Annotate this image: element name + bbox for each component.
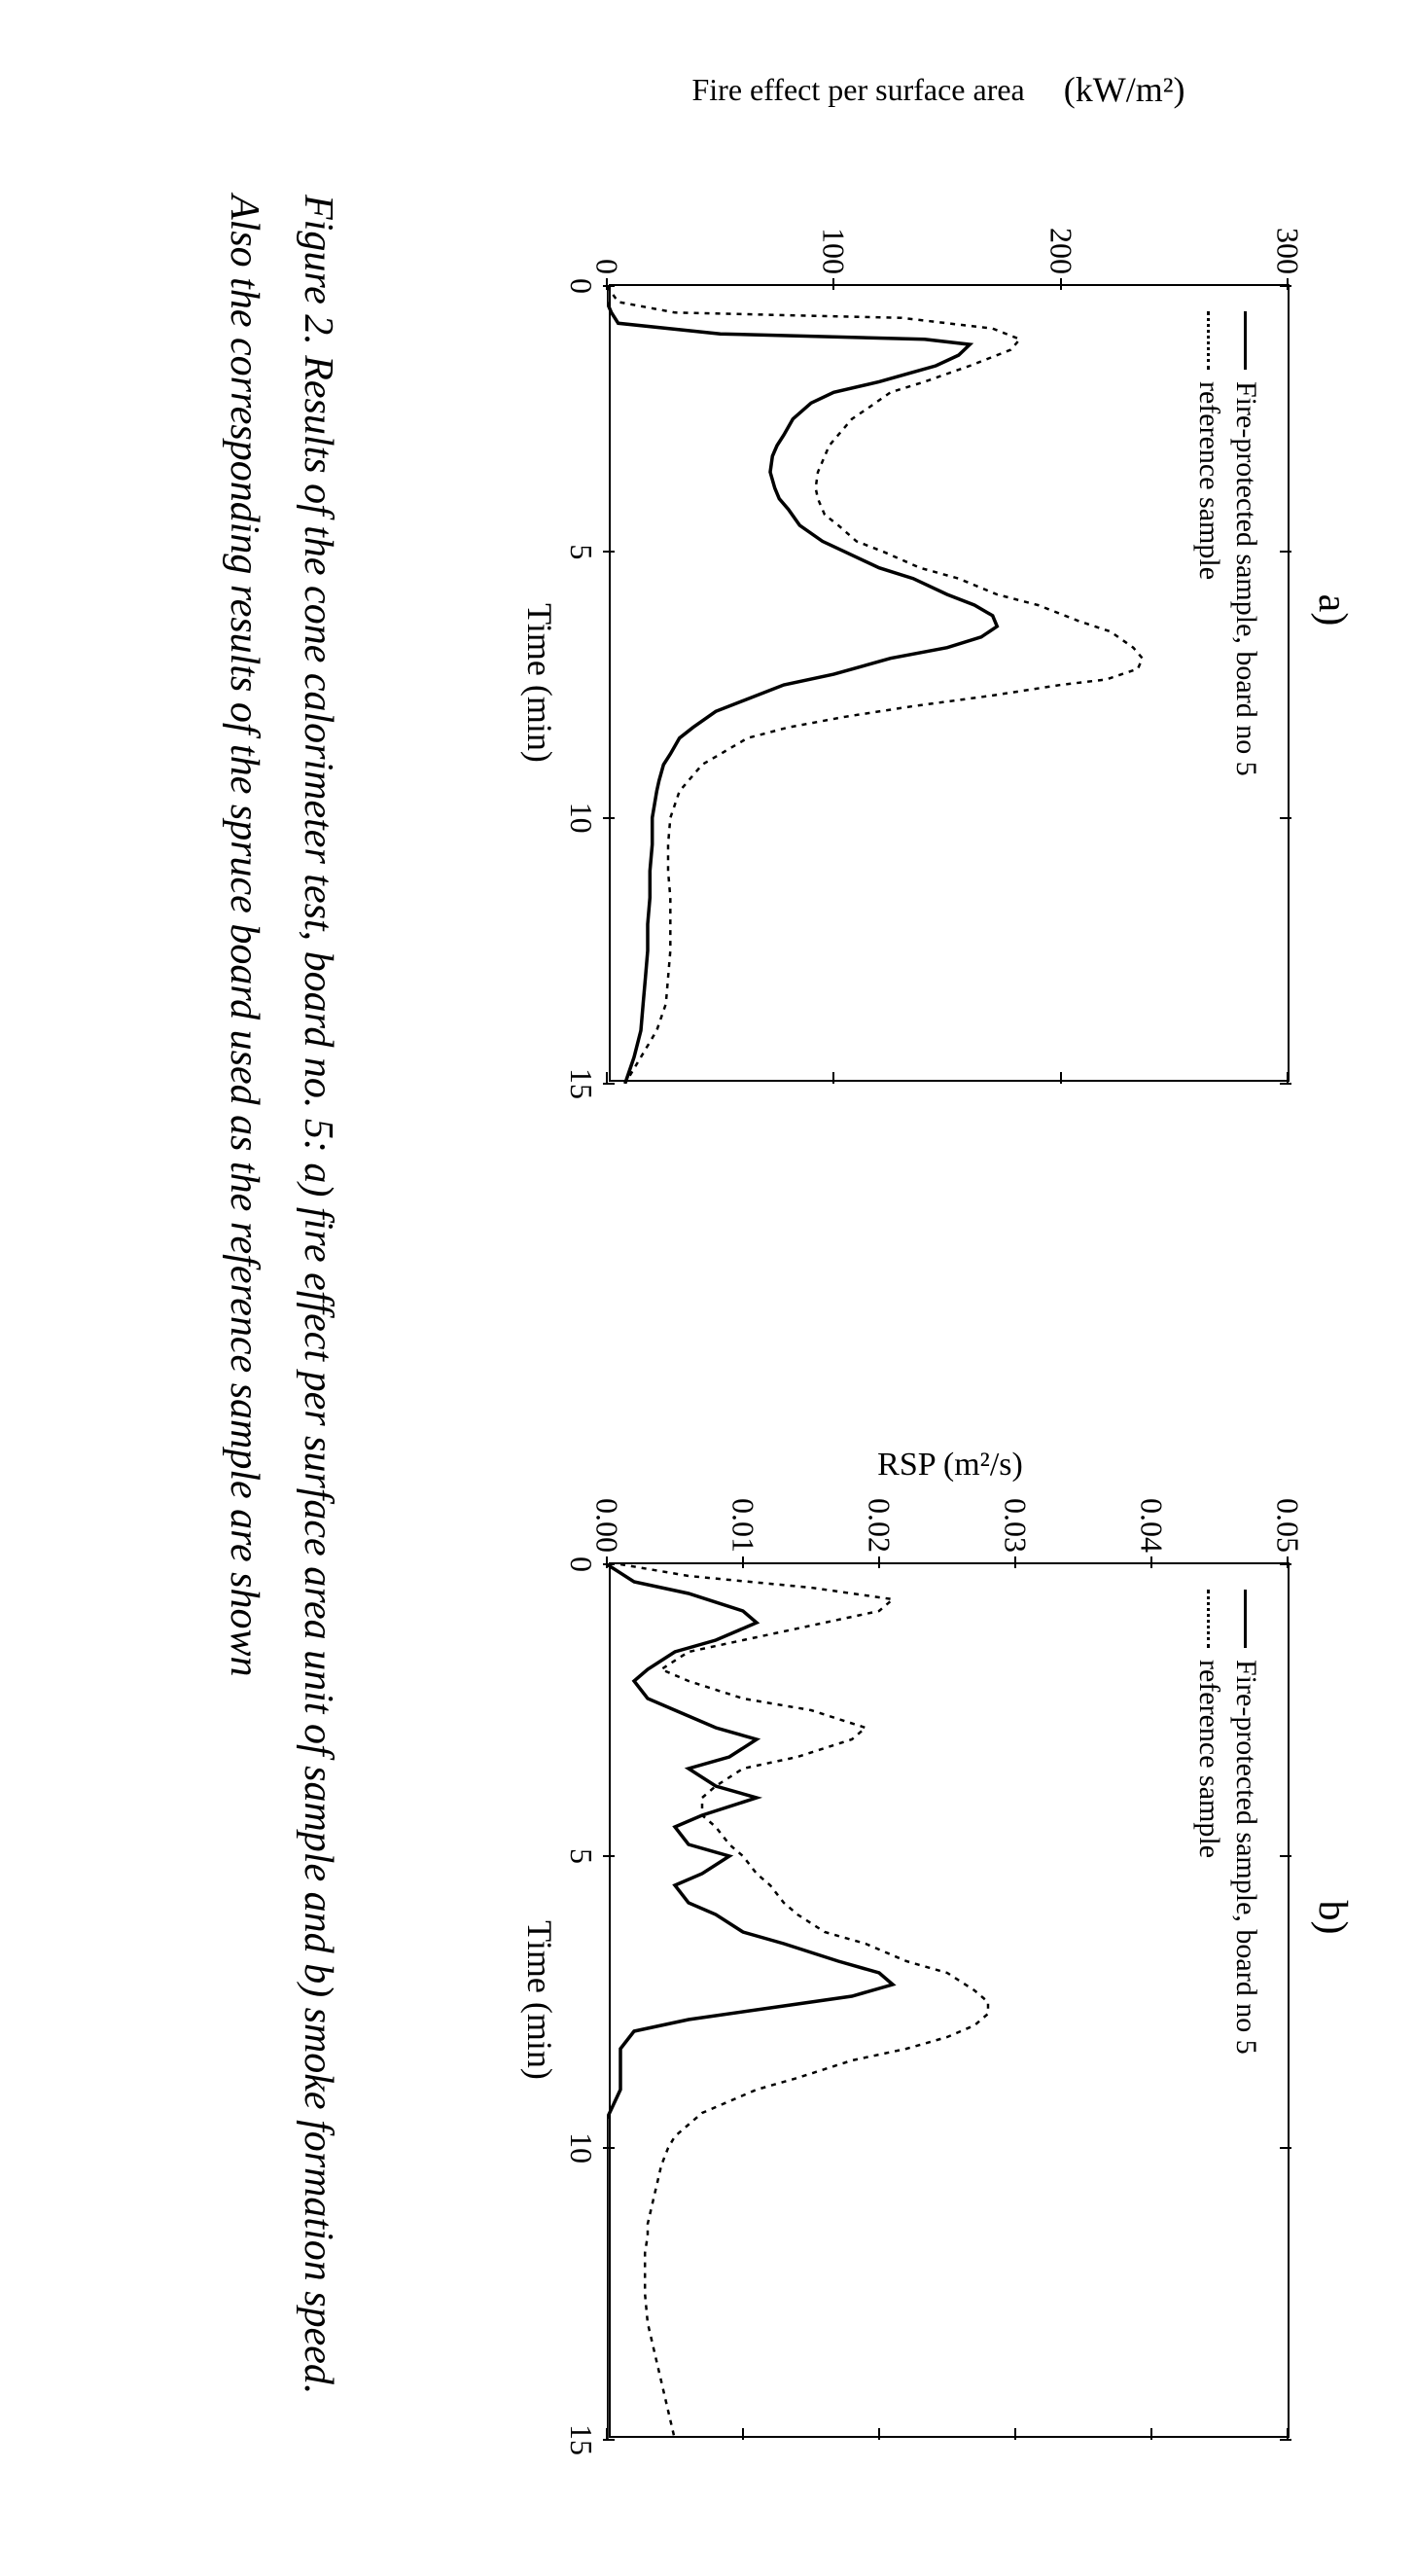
series-solid-line bbox=[607, 286, 997, 1084]
x-tick-label: 5 bbox=[563, 544, 599, 559]
chart-b-xlabel: Time (min) bbox=[519, 1562, 560, 2438]
x-tick-label: 10 bbox=[563, 803, 599, 834]
chart-a-xlabel: Time (min) bbox=[519, 284, 560, 1082]
legend-series1-label: Fire-protected sample, board no 5 bbox=[1229, 1660, 1262, 2055]
legend-row: Fire-protected sample, board no 5 bbox=[1229, 311, 1262, 776]
legend-dotted-line-icon bbox=[1208, 1590, 1211, 1648]
legend-solid-line-icon bbox=[1245, 1590, 1248, 1648]
chart-b-area: RSP (m²/s) Fire-protected sample, board … bbox=[412, 1397, 1290, 2438]
y-tick-label: 300 bbox=[1270, 228, 1306, 274]
y-tick-label: 0.05 bbox=[1270, 1498, 1306, 1553]
figure-caption: Figure 2. Results of the cone calorimete… bbox=[168, 0, 393, 2576]
y-tick-label: 100 bbox=[816, 228, 852, 274]
legend-row: reference sample bbox=[1192, 1590, 1225, 2055]
legend-dotted-line-icon bbox=[1208, 311, 1211, 370]
legend-series1-label: Fire-protected sample, board no 5 bbox=[1229, 381, 1262, 776]
chart-b-plot: Fire-protected sample, board no 5 refere… bbox=[609, 1562, 1290, 2438]
chart-a-legend: Fire-protected sample, board no 5 refere… bbox=[1181, 300, 1274, 788]
x-tick-label: 5 bbox=[563, 1848, 599, 1864]
x-tick-label: 15 bbox=[563, 2424, 599, 2455]
legend-row: Fire-protected sample, board no 5 bbox=[1229, 1590, 1262, 2055]
legend-row: reference sample bbox=[1192, 311, 1225, 776]
chart-a-ylabel-line2: (kW/m²) bbox=[1064, 69, 1185, 110]
y-tick-label: 0.04 bbox=[1134, 1498, 1170, 1553]
legend-series2-label: reference sample bbox=[1192, 381, 1225, 580]
x-tick-label: 0 bbox=[563, 1556, 599, 1572]
chart-a-ylabel-line1: Fire effect per surface area bbox=[691, 72, 1024, 108]
y-tick-label: 0.03 bbox=[998, 1498, 1034, 1553]
chart-a-ylabel-stack: Fire effect per surface area (kW/m²) bbox=[598, 69, 1279, 110]
series-solid-line bbox=[607, 1564, 893, 2440]
chart-b-legend: Fire-protected sample, board no 5 refere… bbox=[1181, 1578, 1274, 2066]
chart-a-plot: Fire-protected sample, board no 5 refere… bbox=[609, 284, 1290, 1082]
x-tick-label: 0 bbox=[563, 278, 599, 294]
series-dotted-line bbox=[607, 286, 1143, 1084]
y-tick-label: 0 bbox=[589, 259, 625, 274]
legend-series2-label: reference sample bbox=[1192, 1660, 1225, 1858]
y-tick-label: 0.00 bbox=[589, 1498, 625, 1553]
x-tick-label: 10 bbox=[563, 2132, 599, 2164]
panel-b-label: b) bbox=[1309, 1901, 1356, 1935]
chart-a-area: Fire effect per surface area (kW/m²) Fir… bbox=[412, 138, 1290, 1082]
chart-a-wrapper: a) Fire effect per surface area (kW/m²) … bbox=[412, 138, 1356, 1082]
panel-a-label: a) bbox=[1309, 594, 1356, 626]
y-tick-label: 0.02 bbox=[862, 1498, 898, 1553]
legend-solid-line-icon bbox=[1245, 311, 1248, 370]
y-tick-label: 0.01 bbox=[725, 1498, 761, 1553]
y-tick-label: 200 bbox=[1043, 228, 1078, 274]
chart-b-wrapper: b) RSP (m²/s) Fire-protected sample, boa… bbox=[412, 1397, 1356, 2438]
x-tick-label: 15 bbox=[563, 1068, 599, 1099]
chart-b-ylabel: RSP (m²/s) bbox=[610, 1447, 1290, 1484]
charts-row: a) Fire effect per surface area (kW/m²) … bbox=[393, 0, 1414, 2576]
